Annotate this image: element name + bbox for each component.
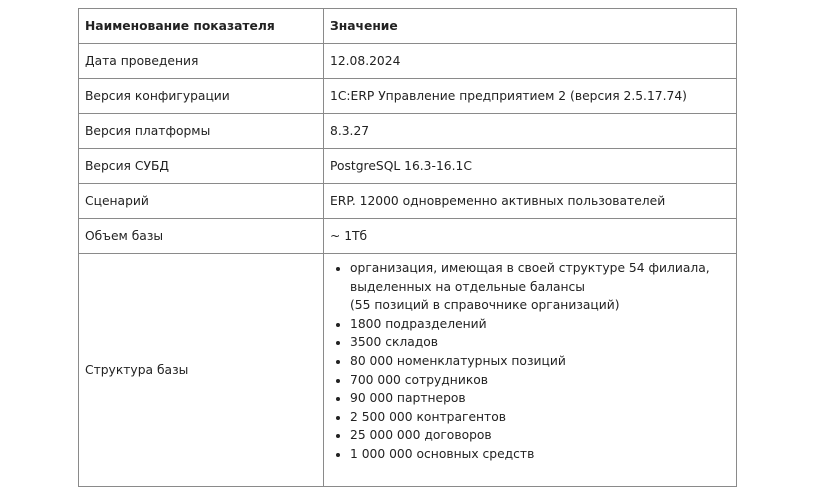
table-row: Версия конфигурации 1С:ERP Управление пре…	[78, 78, 737, 114]
list-item: 25 000 000 договоров	[350, 426, 730, 445]
table-row: Объем базы ~ 1Тб	[78, 218, 737, 254]
table-row: Версия платформы 8.3.27	[78, 113, 737, 149]
row-value: PostgreSQL 16.3-16.1С	[323, 148, 737, 184]
row-value: 1С:ERP Управление предприятием 2 (версия…	[323, 78, 737, 114]
structure-list-cell: организация, имеющая в своей структуре 5…	[323, 253, 737, 487]
row-value: ERP. 12000 одновременно активных пользов…	[323, 183, 737, 219]
list-item: 1 000 000 основных средств	[350, 445, 730, 464]
list-item-text: организация, имеющая в своей структуре 5…	[350, 261, 710, 294]
row-name: Дата проведения	[78, 43, 324, 79]
structure-list: организация, имеющая в своей структуре 5…	[330, 259, 730, 464]
row-name: Сценарий	[78, 183, 324, 219]
row-name: Структура базы	[78, 253, 324, 487]
header-value: Значение	[323, 8, 737, 44]
table-row: Версия СУБД PostgreSQL 16.3-16.1С	[78, 148, 737, 184]
list-item: 700 000 сотрудников	[350, 371, 730, 390]
table-header-row: Наименование показателя Значение	[78, 8, 737, 44]
list-item: 2 500 000 контрагентов	[350, 408, 730, 427]
row-name: Версия конфигурации	[78, 78, 324, 114]
list-item: организация, имеющая в своей структуре 5…	[350, 259, 730, 315]
list-item: 3500 складов	[350, 333, 730, 352]
table-row: Дата проведения 12.08.2024	[78, 43, 737, 79]
row-name: Версия платформы	[78, 113, 324, 149]
row-value: 12.08.2024	[323, 43, 737, 79]
list-item: 90 000 партнеров	[350, 389, 730, 408]
row-name: Версия СУБД	[78, 148, 324, 184]
table-row: Сценарий ERP. 12000 одновременно активных…	[78, 183, 737, 219]
row-value: 8.3.27	[323, 113, 737, 149]
list-item-note: (55 позиций в справочнике организаций)	[350, 298, 620, 313]
indicators-table: Наименование показателя Значение Дата пр…	[78, 8, 737, 487]
list-item: 1800 подразделений	[350, 315, 730, 334]
table-row-structure: Структура базы организация, имеющая в св…	[78, 253, 737, 487]
list-item: 80 000 номенклатурных позиций	[350, 352, 730, 371]
row-name: Объем базы	[78, 218, 324, 254]
header-name: Наименование показателя	[78, 8, 324, 44]
row-value: ~ 1Тб	[323, 218, 737, 254]
